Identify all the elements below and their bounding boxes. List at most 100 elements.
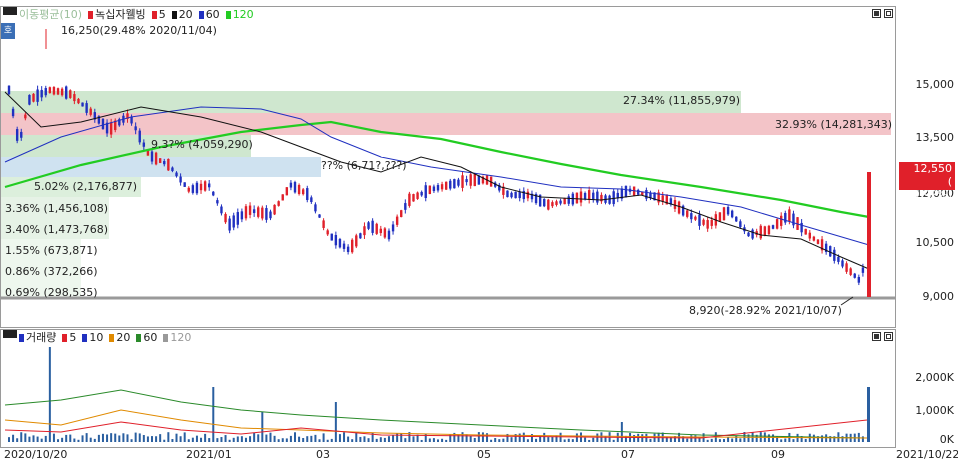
price-candle — [167, 158, 170, 171]
current-price-change: ( 29.92%) — [905, 175, 952, 201]
price-candle — [224, 213, 227, 223]
price-candle — [608, 195, 611, 204]
volume-bar — [334, 402, 337, 442]
price-candle — [600, 194, 603, 202]
volume-bar — [588, 439, 591, 442]
volume-bar — [612, 439, 615, 442]
price-candle — [502, 186, 505, 195]
volume-bar — [432, 438, 435, 442]
volume-bar — [780, 439, 783, 442]
price-candle — [257, 207, 260, 217]
price-chart-panel[interactable]: 이동평균(10) 녹십자웰빙 5 20 60 120 호 27.34% (11,… — [0, 6, 896, 328]
volume-bar — [816, 436, 819, 442]
price-candle — [722, 207, 726, 221]
maximize-icon[interactable] — [884, 332, 893, 341]
price-candle — [346, 246, 350, 252]
volume-bar — [469, 435, 472, 442]
volume-bar — [408, 432, 411, 442]
volume-profile-band — [1, 218, 109, 239]
volume-legend-label[interactable]: 거래량 — [19, 329, 56, 345]
volume-bar — [404, 438, 407, 442]
volume-bar — [530, 434, 533, 442]
low-marker-line — [840, 296, 854, 306]
price-candle — [579, 191, 583, 203]
volume-bar — [240, 436, 243, 442]
price-candle — [240, 211, 244, 220]
price-candle — [395, 216, 399, 225]
price-chart-canvas — [1, 29, 895, 306]
volume-bar — [465, 434, 468, 442]
price-candle — [400, 210, 403, 218]
ma20-legend[interactable]: 20 — [171, 8, 193, 21]
volume-bar — [867, 387, 870, 442]
ma5-legend[interactable]: 5 — [151, 8, 166, 21]
volume-bar — [792, 439, 795, 442]
price-candle — [833, 249, 836, 261]
volume-bar — [326, 439, 329, 442]
volume-bar — [28, 436, 31, 442]
price-candle — [751, 229, 754, 239]
volume-bar — [387, 436, 390, 442]
ma-legend-label[interactable]: 이동평균(10) — [19, 8, 83, 21]
vol-ma20-legend[interactable]: 20 — [109, 331, 130, 344]
price-candle — [649, 192, 652, 199]
minimize-icon[interactable] — [872, 9, 881, 18]
price-candle — [277, 201, 280, 206]
volume-chart-panel[interactable]: 거래량 5 10 20 60 120 — [0, 329, 896, 448]
price-legend: 이동평균(10) 녹십자웰빙 5 20 60 120 — [19, 6, 254, 22]
high-price-annotation: 16,250(29.48% 2020/11/04) — [61, 24, 217, 37]
price-candle — [118, 119, 121, 126]
maximize-icon[interactable] — [884, 9, 893, 18]
volume-bar — [118, 435, 121, 442]
volume-bar — [772, 434, 775, 442]
volume-bar — [224, 435, 227, 442]
volume-bar — [249, 436, 252, 442]
ma120-legend[interactable]: 120 — [225, 8, 254, 21]
volume-bar — [61, 437, 64, 442]
price-candle — [653, 192, 656, 201]
price-candle — [730, 210, 734, 218]
volume-bar — [269, 432, 272, 442]
price-candle — [24, 114, 27, 119]
volume-bar — [731, 438, 734, 442]
volume-bar — [445, 439, 448, 442]
volume-profile-label: 9.3?% (4,059,290) — [151, 138, 253, 151]
volume-bar — [481, 432, 484, 442]
volume-bar — [212, 387, 215, 442]
price-candle — [261, 207, 264, 219]
price-candle — [444, 181, 448, 190]
price-candle — [109, 122, 113, 135]
vol-ma5-legend[interactable]: 5 — [62, 331, 76, 344]
volume-bar — [706, 439, 709, 442]
price-candle — [232, 215, 235, 228]
vol-ma10-legend[interactable]: 10 — [82, 331, 103, 344]
volume-bar — [592, 437, 595, 442]
price-candle — [105, 122, 109, 134]
ma60-legend[interactable]: 60 — [198, 8, 220, 21]
volume-bar — [633, 434, 636, 442]
volume-bar — [690, 435, 693, 442]
price-candle — [702, 219, 705, 225]
volume-profile-label: 3.36% (1,456,108) — [5, 202, 109, 215]
volume-bar — [400, 433, 403, 442]
price-candle — [293, 182, 297, 193]
price-candle — [432, 186, 436, 192]
volume-bar — [16, 438, 19, 442]
stock-name-legend[interactable]: 녹십자웰빙 — [88, 6, 146, 22]
vol-ma120-legend[interactable]: 120 — [163, 331, 191, 344]
volume-bar — [130, 439, 133, 442]
volume-bar — [604, 436, 607, 442]
volume-axis[interactable]: 2,000K 1,000K 0K — [896, 329, 958, 448]
side-tab[interactable]: 호 — [1, 23, 15, 39]
minimize-icon[interactable] — [872, 332, 881, 341]
volume-bar — [232, 437, 235, 442]
price-candle — [551, 202, 554, 207]
volume-bar — [52, 433, 55, 442]
vol-ma60-legend[interactable]: 60 — [136, 331, 157, 344]
price-candle — [15, 129, 19, 141]
price-candle — [183, 182, 186, 187]
price-candle — [269, 211, 272, 219]
price-candle — [408, 193, 411, 206]
volume-bar — [559, 432, 562, 442]
price-axis[interactable]: 15,000 13,500 12,000 10,500 9,000 — [896, 6, 958, 328]
